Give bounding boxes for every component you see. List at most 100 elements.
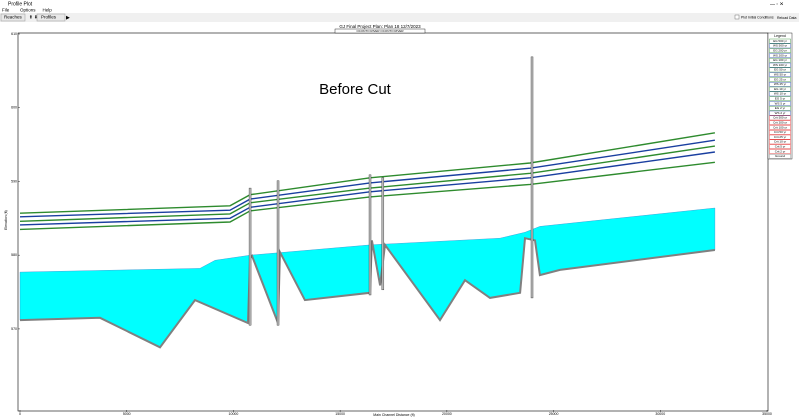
legend-entry-box xyxy=(769,125,791,130)
x-tick-label: 35000 xyxy=(762,412,772,416)
bridge xyxy=(248,187,252,326)
x-tick-label: 15000 xyxy=(335,412,345,416)
menu-item[interactable]: Help xyxy=(43,8,53,13)
x-tick-label: 20000 xyxy=(442,412,452,416)
legend-label: EG 10 yr xyxy=(774,87,786,91)
legend-label: WS 2 yr xyxy=(775,111,786,115)
legend-entry-box xyxy=(769,144,791,150)
legend-label: Crit 200 yr xyxy=(773,120,787,124)
legend-label: WS 200 yr xyxy=(773,53,787,57)
legend-entry-box xyxy=(769,53,791,58)
bridge xyxy=(368,174,372,296)
legend-label: WS 5 yr xyxy=(775,101,786,105)
bridge xyxy=(530,56,534,299)
window-title: Profile Plot xyxy=(8,1,33,7)
y-tick-label: 580 xyxy=(11,253,17,257)
legend-entry-box xyxy=(769,67,791,73)
play-button[interactable]: ▶ xyxy=(66,15,70,21)
legend-entry-box xyxy=(769,43,791,49)
legend-entry-box xyxy=(769,153,791,159)
profile-line xyxy=(19,151,715,226)
y-tick-label: 570 xyxy=(11,327,17,331)
legend-label: WS 10 yr xyxy=(774,92,786,96)
profile-line xyxy=(19,161,715,231)
plot-area: 0 5000 10000 15000 20000 25000 30000 35000 570 58… xyxy=(11,32,772,416)
y-axis-label: Elevation (ft) xyxy=(4,210,8,230)
legend-entry-box xyxy=(769,48,791,53)
annotation: Before Cut xyxy=(319,81,392,98)
legend-entry-box xyxy=(769,72,791,77)
x-tick-label: 30000 xyxy=(655,412,665,416)
y-tick-label: 600 xyxy=(11,106,17,110)
legend-label: EG 50 yr xyxy=(774,68,786,72)
menu-bar: File Options Help xyxy=(2,8,52,13)
legend-label: EG 100 yr xyxy=(773,58,787,62)
legend-label: EG 25 yr xyxy=(774,77,786,81)
legend-label: Ground xyxy=(775,154,785,158)
legend-label: EG 2 yr xyxy=(775,106,785,110)
y-tick-label: 610 xyxy=(11,32,17,36)
legend-label: Crit 25 yr xyxy=(774,135,786,139)
legend-label: Crit 10 yr xyxy=(774,140,786,144)
legend-title: Legend xyxy=(774,34,786,38)
legend-label: EG 5 yr xyxy=(775,96,785,100)
toolbar xyxy=(0,13,799,22)
legend-label: EG 200 yr xyxy=(773,48,787,52)
legend-entry-box xyxy=(769,134,791,140)
reaches-label: Reaches xyxy=(4,15,23,20)
profiles-label: Profiles xyxy=(41,15,57,20)
legend-entry-box xyxy=(769,62,791,68)
menu-item[interactable]: Options xyxy=(20,8,36,13)
subtitle-box xyxy=(334,28,426,34)
x-tick-label: 5000 xyxy=(123,412,131,416)
ground-line xyxy=(19,236,716,349)
reach-nav[interactable]: ⬆ ⬇ xyxy=(29,15,38,20)
legend-label: Crit 100 yr xyxy=(773,125,787,129)
profiles-button[interactable] xyxy=(36,13,66,22)
checkbox[interactable] xyxy=(734,14,740,20)
legend-label: Crit 5 yr xyxy=(775,144,786,148)
x-tick-label: 25000 xyxy=(549,412,559,416)
x-tick-label: 0 xyxy=(19,412,21,416)
legend-label: WS 25 yr xyxy=(774,82,786,86)
legend-entry-box xyxy=(769,120,791,125)
chart-title: GJ Final Project Plan: Plan 18 12/7/2023 xyxy=(339,24,421,29)
legend-entry-box xyxy=(769,101,791,106)
legend-entry-box xyxy=(769,149,791,154)
legend-label: WS 50 yr xyxy=(774,72,786,76)
x-axis-label: Main Channel Distance (ft) xyxy=(373,413,414,417)
checkbox-label: Plot Initial Conditions xyxy=(741,15,774,19)
bridge xyxy=(276,180,280,326)
legend-label: EG 500 yr xyxy=(773,39,787,43)
y-tick-label: 590 xyxy=(11,179,17,183)
x-tick-label: 10000 xyxy=(229,412,239,416)
legend-label: Crit 2 yr xyxy=(775,149,786,153)
profile-line xyxy=(19,139,716,218)
legend-entry-box xyxy=(769,77,791,82)
profile-line xyxy=(19,145,716,222)
legend-entry-box xyxy=(769,105,791,111)
legend-entry-box xyxy=(769,115,791,121)
legend-entry-box xyxy=(769,110,791,116)
legend-entry-box xyxy=(769,58,791,63)
legend-entry-box xyxy=(769,91,791,97)
legend-entry-box xyxy=(769,129,791,135)
legend-entry-box xyxy=(769,139,791,145)
legend-entry-box xyxy=(769,38,791,44)
legend-label: WS 100 yr xyxy=(773,63,787,67)
legend-label: WS 500 yr xyxy=(773,44,787,48)
legend-label: Crit 500 yr xyxy=(773,116,787,120)
legend-entry-box xyxy=(769,81,791,87)
legend-entry-box xyxy=(769,86,791,92)
legend-label: Crit 50 yr xyxy=(774,130,786,134)
bridge xyxy=(381,177,385,291)
legend-entry-box xyxy=(769,96,791,101)
window-controls[interactable]: — ▫ ✕ xyxy=(770,1,784,7)
menu-item[interactable]: File xyxy=(2,8,10,13)
profile-line xyxy=(19,132,716,214)
reload-button[interactable]: Reload Data xyxy=(777,16,797,20)
reaches-button[interactable] xyxy=(0,13,26,22)
chart-subtitle: OCONTO RIVER OCONTO RIVER xyxy=(356,29,404,33)
